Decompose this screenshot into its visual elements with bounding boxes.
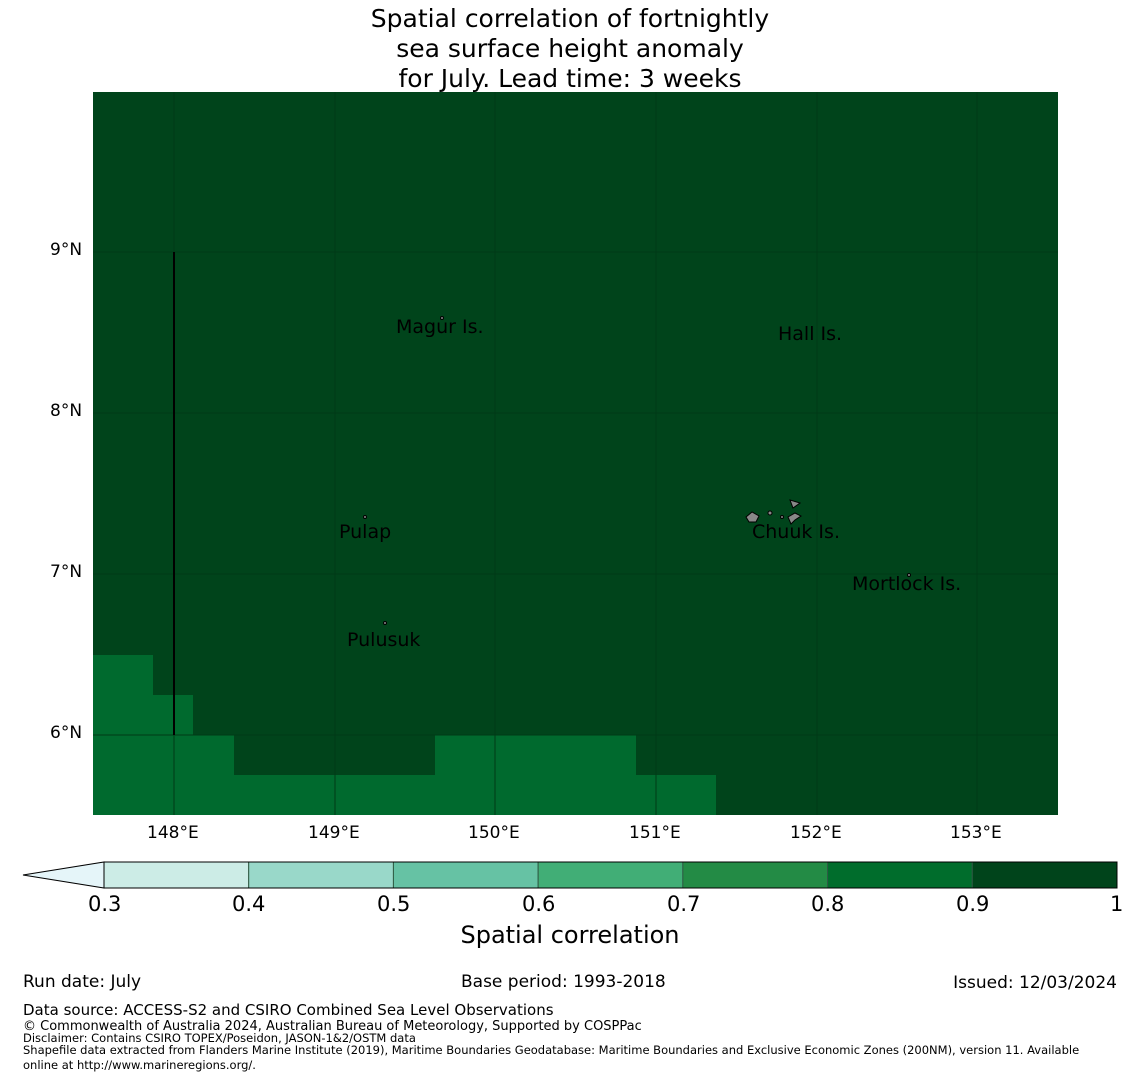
disclaimer: Disclaimer: Contains CSIRO TOPEX/Poseido… [23,1031,416,1045]
colorbar-tick-0-9: 0.9 [956,892,990,916]
magur-island-marker [440,316,444,320]
data-source: Data source: ACCESS-S2 and CSIRO Combine… [23,1001,554,1019]
chuuk-island-shapes [745,499,802,525]
base-period: Base period: 1993-2018 [461,972,666,992]
colorbar-bin-3 [392,861,539,889]
lat-tick-9n: 9°N [50,240,83,260]
shapefile-credit-line-1: Shapefile data extracted from Flanders M… [23,1043,1080,1057]
map-field-high [93,92,1058,815]
colorbar-tick-0-3: 0.3 [88,892,122,916]
chart-title: Spatial correlation of fortnightly sea s… [0,4,1140,94]
lon-tick-149e: 149°E [308,823,360,843]
place-label-pulusuk: Pulusuk [347,629,421,651]
colorbar-bin-4 [537,861,684,889]
lon-tick-153e: 153°E [950,823,1002,843]
lon-tick-152e: 152°E [790,823,842,843]
colorbar-bin-6 [827,861,973,889]
place-label-chuuk: Chuuk Is. [752,521,840,543]
colorbar-tick-0-5: 0.5 [377,892,411,916]
lat-tick-6n: 6°N [50,723,83,743]
colorbar-bin-2 [248,861,394,889]
lat-tick-8n: 8°N [50,401,83,421]
pulap-island-marker [363,515,367,519]
place-label-pulap: Pulap [339,521,392,543]
shapefile-credit-line-2: online at http://www.marineregions.org/. [23,1058,256,1072]
colorbar-tick-0-6: 0.6 [522,892,556,916]
colorbar-tick-0-8: 0.8 [811,892,845,916]
pulusuk-island-marker [383,621,387,625]
mortlock-island-marker [907,573,911,577]
run-date: Run date: July [23,972,142,992]
title-line-2: sea surface height anomaly [396,34,744,63]
colorbar-label: Spatial correlation [460,921,680,949]
lon-tick-150e: 150°E [468,823,520,843]
island-shapes [363,316,911,625]
lat-tick-7n: 7°N [50,562,83,582]
colorbar-tick-0-7: 0.7 [667,892,701,916]
title-line-1: Spatial correlation of fortnightly [370,4,770,33]
lon-tick-151e: 151°E [629,823,681,843]
colorbar-tick-1: 1 [1110,892,1124,916]
colorbar-bin-5 [682,861,829,889]
colorbar-bin-1 [103,861,250,889]
colorbar-extend-arrow [22,861,105,889]
map-field-lower-region [93,655,716,815]
place-label-mortlock: Mortlock Is. [852,573,962,595]
copyright-notice: © Commonwealth of Australia 2024, Austra… [23,1019,642,1034]
colorbar-bin-7 [971,861,1118,889]
lon-tick-148e: 148°E [147,823,199,843]
place-label-hall: Hall Is. [778,323,843,345]
place-label-magur: Magur Is. [396,316,484,338]
colorbar [22,861,1118,889]
title-line-3: for July. Lead time: 3 weeks [398,64,742,93]
colorbar-frame [103,861,1118,889]
colorbar-tick-0-4: 0.4 [232,892,266,916]
issued-date: Issued: 12/03/2024 [953,973,1117,993]
